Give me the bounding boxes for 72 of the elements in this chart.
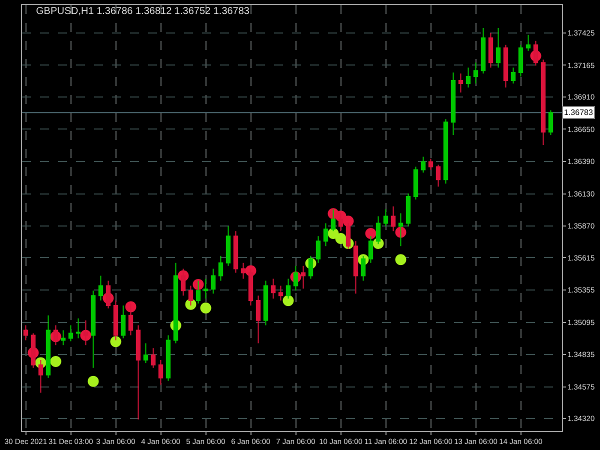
candlestick xyxy=(90,290,96,368)
candlestick xyxy=(496,27,501,68)
candlestick xyxy=(150,348,156,368)
candlestick xyxy=(76,318,81,339)
point xyxy=(50,356,62,367)
candlestick xyxy=(473,62,478,84)
candlestick xyxy=(136,324,141,420)
candlestick xyxy=(286,278,291,300)
candlestick xyxy=(278,285,284,301)
candlestick xyxy=(466,67,471,88)
candlestick xyxy=(143,342,148,364)
candlestick xyxy=(113,300,118,341)
candlestick xyxy=(540,59,546,146)
candlestick xyxy=(166,334,171,382)
candlestick xyxy=(458,73,464,93)
candlestick xyxy=(68,324,74,342)
candlestick xyxy=(330,208,336,232)
candlestick xyxy=(293,265,298,292)
candlestick xyxy=(316,236,321,264)
candlestick xyxy=(428,158,434,170)
candlestick xyxy=(368,236,374,264)
point xyxy=(88,376,99,387)
candlestick xyxy=(450,72,456,136)
candlestick xyxy=(420,156,426,174)
candlestick xyxy=(248,268,254,306)
candlestick xyxy=(83,320,88,346)
candlestick xyxy=(60,330,66,346)
chart-title: GBPUSD,H1 1.36786 1.36812 1.36752 1.36783 xyxy=(36,6,250,17)
candlestick xyxy=(360,255,366,282)
point xyxy=(110,336,122,348)
candlestick xyxy=(46,314,51,378)
candlestick xyxy=(480,27,486,74)
point xyxy=(365,228,376,240)
point xyxy=(282,295,294,306)
point xyxy=(342,216,354,227)
point xyxy=(200,302,212,314)
ref-line-label: 1.36783 xyxy=(564,108,594,117)
candlestick xyxy=(376,216,381,245)
candlestick xyxy=(488,32,494,68)
candlestick xyxy=(406,193,411,227)
candlestick xyxy=(98,275,104,301)
candlestick xyxy=(196,280,201,304)
candlestick xyxy=(413,166,418,200)
candlestick xyxy=(128,302,134,336)
candlestick xyxy=(398,212,404,247)
point xyxy=(395,254,406,266)
candlestick xyxy=(53,324,58,346)
candlestick xyxy=(443,118,448,184)
candlestick xyxy=(510,67,516,84)
candlestick xyxy=(226,226,231,266)
candlestick xyxy=(518,44,524,78)
candlestick xyxy=(436,164,441,188)
candlestick xyxy=(210,268,216,294)
candlestick xyxy=(548,110,554,136)
candlestick xyxy=(353,240,358,294)
candlestick xyxy=(256,295,261,344)
candlestick xyxy=(233,230,238,274)
candlestick xyxy=(158,359,164,386)
candlestick xyxy=(180,268,186,296)
candlestick xyxy=(23,324,28,341)
candlestick xyxy=(308,255,314,280)
candlestick xyxy=(38,359,44,394)
candlestick xyxy=(270,278,276,300)
candlestick xyxy=(323,222,328,247)
candlestick xyxy=(173,262,178,344)
candlestick xyxy=(203,278,208,300)
candlestick xyxy=(263,280,268,326)
candlestick xyxy=(218,255,224,282)
candlestick xyxy=(383,208,388,227)
candlestick xyxy=(120,304,126,339)
candlestick xyxy=(526,34,531,52)
candlestick xyxy=(503,44,508,88)
